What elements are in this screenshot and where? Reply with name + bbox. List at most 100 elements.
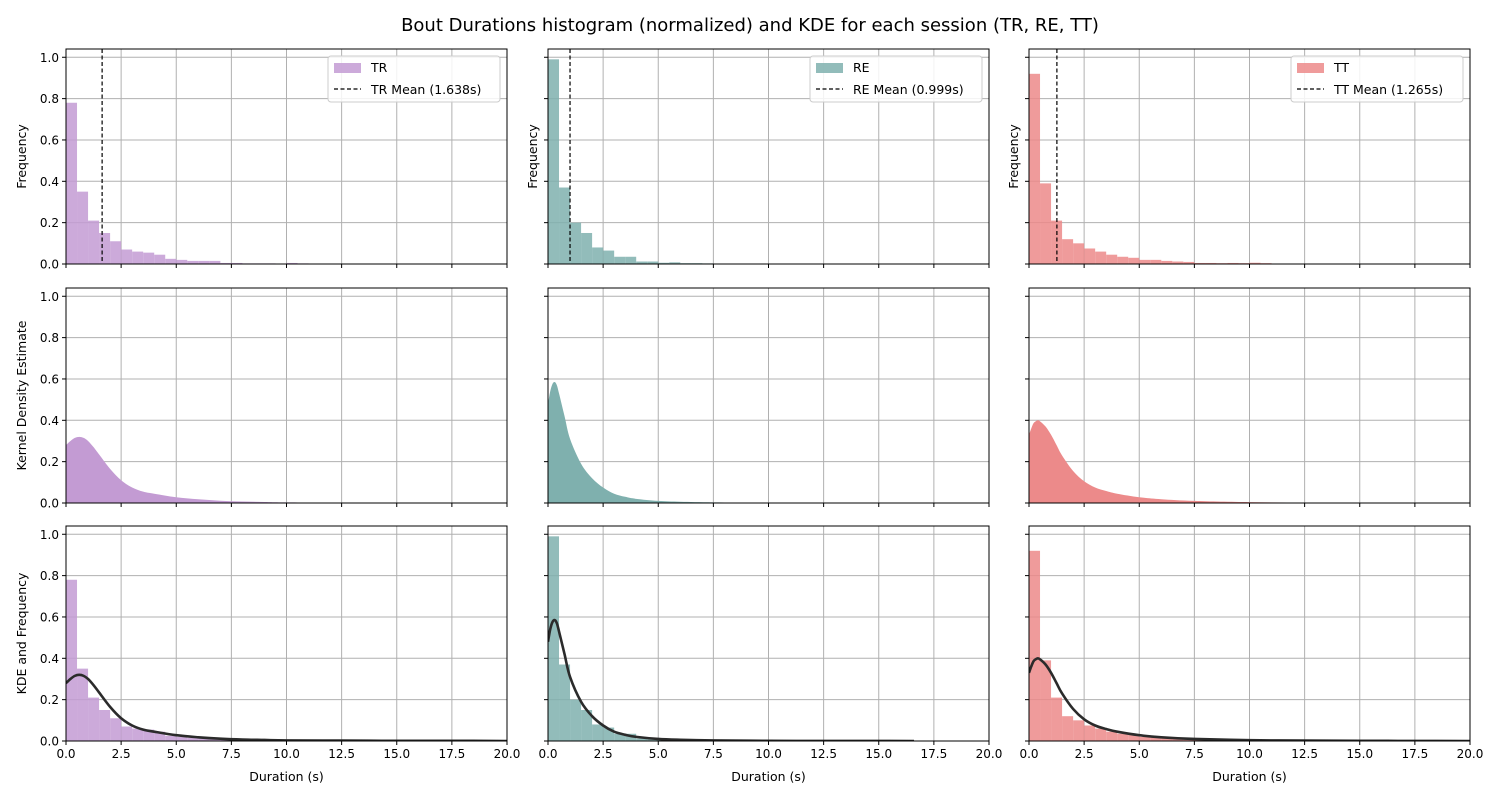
histogram-bar <box>165 258 177 264</box>
subplot-re-row1: Frequency RE RE Mean (0.999s) <box>525 48 990 268</box>
histogram-bar <box>559 664 571 741</box>
legend-swatch <box>1297 63 1324 73</box>
histogram-bar <box>121 726 133 741</box>
histogram-bar <box>187 260 199 264</box>
histogram-bar <box>132 728 144 741</box>
histogram-bar <box>603 727 615 741</box>
histogram-bar <box>1128 734 1140 741</box>
x-axis-label: Duration (s) <box>249 769 324 784</box>
histogram-bar <box>1062 239 1074 264</box>
histogram-bar <box>581 232 593 264</box>
histogram-bar <box>669 262 681 264</box>
y-axis-label: Frequency <box>1006 124 1021 189</box>
x-tick-label: 15.0 <box>865 747 892 761</box>
histogram-bar <box>1249 262 1261 264</box>
x-tick-label: 5.0 <box>649 747 668 761</box>
x-tick-label: 15.0 <box>1346 747 1373 761</box>
y-tick-label: 0.8 <box>40 569 59 583</box>
y-tick-label: 0.4 <box>40 414 59 428</box>
plot-area <box>66 436 507 503</box>
x-tick-label: 2.5 <box>112 747 131 761</box>
x-axis-label: Duration (s) <box>1212 769 1287 784</box>
histogram-bar <box>198 737 210 741</box>
histogram-bar <box>636 261 648 264</box>
histogram-bar <box>1150 259 1162 264</box>
histogram-bar <box>1227 262 1239 264</box>
histogram-bar <box>209 260 221 264</box>
subplot-tr-row1: 0.0 0.2 0.4 0.6 0.8 1.0 Frequency TR TR Mean (1.… <box>14 48 508 272</box>
histogram-bar <box>1117 256 1129 264</box>
y-tick-label: 0.0 <box>40 735 59 749</box>
histogram-bar <box>77 191 89 264</box>
subplot-tt-row1: Frequency TT TT Mean (1.265s) <box>1006 48 1471 268</box>
histogram-bar <box>1194 739 1206 741</box>
x-tick-label: 0.0 <box>1019 747 1038 761</box>
y-tick-label: 0.2 <box>40 216 59 230</box>
x-tick-label: 10.0 <box>755 747 782 761</box>
histogram-bar <box>220 739 232 741</box>
histogram-bar <box>1029 550 1041 741</box>
subplot-tr-row3: 0.0 2.5 5.0 7.5 10.0 12.5 15.0 17.5 20.0 0.0 0.2 0.… <box>14 525 520 784</box>
histogram-bar <box>1073 243 1085 264</box>
histogram-bar <box>154 731 166 741</box>
histogram-bar <box>88 220 100 264</box>
histogram-bar <box>581 709 593 741</box>
histogram-bar <box>1106 731 1118 741</box>
plot-area <box>66 579 507 741</box>
y-tick-label: 0.0 <box>40 497 59 511</box>
x-tick-label: 17.5 <box>921 747 948 761</box>
histogram-bar <box>625 733 637 741</box>
x-tick-label: 2.5 <box>594 747 613 761</box>
histogram-bar <box>625 256 637 264</box>
subplot-re-row3: 0.0 2.5 5.0 7.5 10.0 12.5 15.0 17.5 20.0 Duration… <box>538 525 1003 784</box>
x-tick-label: 20.0 <box>1457 747 1484 761</box>
x-tick-label: 0.0 <box>538 747 557 761</box>
plot-area <box>548 49 769 264</box>
grid <box>65 526 508 742</box>
plot-area <box>1029 420 1470 503</box>
histogram-bar <box>220 262 232 264</box>
y-tick-label: 0.2 <box>40 693 59 707</box>
histogram-bar <box>559 187 571 264</box>
histogram-bar <box>176 736 188 741</box>
histogram-bar <box>1084 725 1096 741</box>
legend-frame <box>1290 55 1464 103</box>
histogram-bar <box>548 536 560 741</box>
subplot-tt-row2 <box>1025 287 1471 507</box>
legend-label: RE Mean (0.999s) <box>853 82 964 97</box>
x-tick-label: 17.5 <box>1402 747 1429 761</box>
histogram-bar <box>1106 254 1118 264</box>
histogram-bar <box>570 699 582 741</box>
y-axis-label: KDE and Frequency <box>14 572 29 694</box>
x-tick-label: 2.5 <box>1075 747 1094 761</box>
histogram-bar <box>658 262 670 264</box>
x-tick-label: 17.5 <box>439 747 466 761</box>
y-tick-label: 0.4 <box>40 175 59 189</box>
histogram-bar <box>1117 733 1129 741</box>
y-tick-label: 0.4 <box>40 652 59 666</box>
y-tick-label: 1.0 <box>40 51 59 65</box>
histogram-bar <box>165 735 177 741</box>
x-tick-label: 5.0 <box>1130 747 1149 761</box>
y-axis-label: Frequency <box>14 124 29 189</box>
histogram-bar <box>1040 183 1052 264</box>
histogram-bar <box>1095 251 1107 264</box>
histogram-bar <box>143 729 155 741</box>
histogram-bar <box>603 250 615 264</box>
legend-label: TR Mean (1.638s) <box>370 82 481 97</box>
histogram-bar <box>1150 736 1162 741</box>
x-tick-label: 20.0 <box>976 747 1003 761</box>
plot-area <box>1029 49 1338 264</box>
histogram-bar <box>1084 248 1096 264</box>
histogram-bar <box>187 737 199 741</box>
histogram-bar <box>1051 697 1063 741</box>
x-tick-label: 5.0 <box>167 747 186 761</box>
subplot-tt-row3: 0.0 2.5 5.0 7.5 10.0 12.5 15.0 17.5 20.0 Duration… <box>1019 525 1484 784</box>
histogram-bar <box>110 718 122 741</box>
y-tick-label: 0.8 <box>40 331 59 345</box>
x-tick-label: 12.5 <box>1291 747 1318 761</box>
y-tick-label: 0.6 <box>40 372 59 386</box>
histogram-bar <box>121 249 133 264</box>
histogram-bar <box>1062 716 1074 741</box>
